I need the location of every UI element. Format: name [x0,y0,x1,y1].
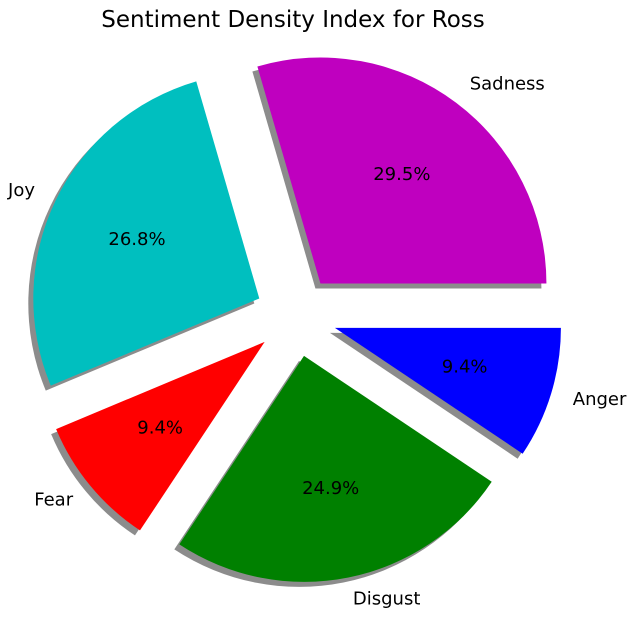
slice-label-disgust: Disgust [353,589,421,610]
slice-label-anger: Anger [573,389,627,410]
slice-label-joy: Joy [7,180,35,201]
pct-label-fear: 9.4% [137,417,183,438]
chart-title: Sentiment Density Index for Ross [101,7,485,33]
pct-label-disgust: 24.9% [302,478,359,499]
slice-label-sadness: Sadness [470,74,545,95]
slice-disgust [179,355,492,582]
pct-label-sadness: 29.5% [373,164,430,185]
slices-group [33,57,561,582]
slice-label-fear: Fear [34,489,73,510]
pct-label-anger: 9.4% [442,356,488,377]
labels-group: 29.5% Sadness 26.8% Joy 9.4% Fear 24.9% Disgust… [7,74,627,610]
slice-joy [33,81,260,386]
pct-label-joy: 26.8% [108,229,165,250]
slice-anger [334,327,561,454]
slice-fear [56,341,265,531]
slice-sadness [257,57,547,284]
